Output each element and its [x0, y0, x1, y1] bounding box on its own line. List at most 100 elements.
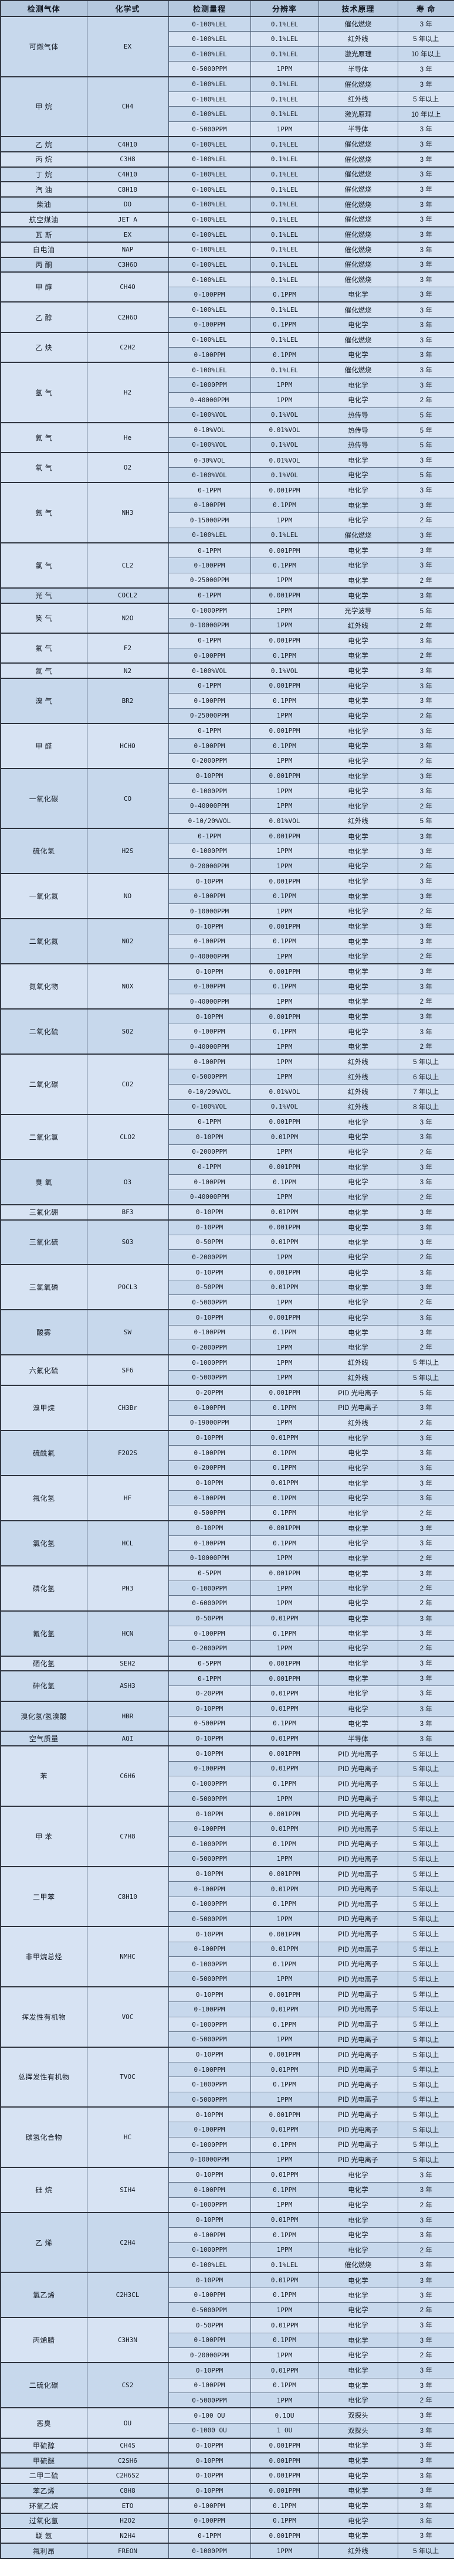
chemical-formula-cell: CLO2 — [86, 1113, 169, 1160]
principle-cell: 电化学 — [318, 1700, 398, 1717]
resolution-cell: 1PPM — [250, 2302, 319, 2318]
resolution-cell: 0.001PPM — [250, 918, 319, 934]
resolution-cell: 1PPM — [250, 2543, 319, 2558]
principle-cell: 电化学 — [318, 1144, 398, 1160]
lifetime-cell: 5 年以上 — [397, 2016, 454, 2032]
range-cell: 0-10PPM — [168, 2437, 251, 2453]
lifetime-cell: 5 年以上 — [397, 2031, 454, 2047]
lifetime-cell: 3 年 — [397, 558, 454, 573]
gas-name-cell: 联 氨 — [0, 2527, 87, 2544]
principle-cell: PID 光电离子 — [318, 1745, 398, 1762]
range-cell: 0-10PPM — [168, 873, 251, 889]
table-row: 0-100PPM 0.01PPM PID 光电离子 5 年以上 — [1, 2122, 454, 2137]
range-cell: 0-25000PPM — [168, 708, 251, 723]
table-row: 0-100%VOL 0.1%VOL 热传导 5 年 — [1, 407, 454, 423]
lifetime-cell: 3 年 — [397, 1670, 454, 1686]
resolution-cell: 0.001PPM — [250, 873, 319, 889]
lifetime-cell: 2 年 — [397, 1580, 454, 1596]
resolution-cell: 0.001PPM — [250, 2106, 319, 2122]
principle-cell: 电化学 — [318, 933, 398, 949]
range-cell: 0-10PPM — [168, 1264, 251, 1280]
range-cell: 0-50PPM — [168, 2317, 251, 2333]
resolution-cell: 1PPM — [250, 377, 319, 393]
principle-cell: PID 光电离子 — [318, 2122, 398, 2137]
lifetime-cell: 5 年以上 — [397, 2122, 454, 2137]
lifetime-cell: 2 年 — [397, 798, 454, 814]
range-cell: 0-10PPM — [168, 1745, 251, 1762]
gas-name-cell: 酸雾 — [0, 1309, 87, 1355]
range-cell: 0-100PPM — [168, 1821, 251, 1837]
table-row: 乙 烯 C2H4 0-10PPM 0.01PPM 电化学 3 年 — [0, 2211, 454, 2273]
range-cell: 0-100PPM — [168, 1445, 251, 1460]
lifetime-cell: 5 年以上 — [397, 2137, 454, 2153]
chemical-formula-cell: COCL2 — [86, 587, 169, 603]
range-cell: 0-10PPM — [168, 1520, 251, 1536]
lifetime-cell: 3 年 — [397, 1610, 454, 1626]
range-cell: 0-100PPM — [168, 2122, 251, 2137]
resolution-cell: 0.1PPM — [250, 1956, 319, 1972]
range-cell: 0-5000PPM — [168, 2302, 251, 2318]
lifetime-cell: 3 年 — [397, 1655, 454, 1671]
lifetime-cell: 3 年 — [397, 1535, 454, 1551]
principle-cell: 电化学 — [318, 1490, 398, 1506]
table-row: 二氧化硫 SO2 0-10PPM 0.001PPM 电化学 3 年 — [0, 1008, 454, 1055]
range-cell: 0-100PPM — [168, 497, 251, 513]
lifetime-cell: 5 年 — [397, 407, 454, 423]
gas-name-cell: 氟利昂 — [0, 2543, 87, 2558]
resolution-cell: 0.001PPM — [250, 1008, 319, 1024]
principle-cell: 电化学 — [318, 1219, 398, 1235]
range-cell: 0-5000PPM — [168, 1851, 251, 1867]
principle-cell: PID 光电离子 — [318, 1384, 398, 1401]
range-cell: 0-40000PPM — [168, 1189, 251, 1205]
table-row: 丙 酮 C3H6O 0-100%LEL 0.1%LEL 催化燃烧 3 年 — [0, 256, 454, 273]
range-cell: 0-100%VOL — [168, 437, 251, 453]
principle-cell: 电化学 — [318, 2467, 398, 2483]
lifetime-cell: 5 年 — [397, 602, 454, 618]
principle-cell: 电化学 — [318, 1264, 398, 1280]
range-cell: 0-100%VOL — [168, 407, 251, 423]
gas-name-cell: 砷化氢 — [0, 1670, 87, 1701]
lifetime-cell: 5 年以上 — [397, 1956, 454, 1972]
resolution-cell: 0.01PPM — [250, 2272, 319, 2288]
table-row: 0-25000PPM 1PPM 电化学 2 年 — [1, 708, 454, 723]
principle-cell: 半导体 — [318, 61, 398, 77]
principle-cell: 电化学 — [318, 287, 398, 303]
lifetime-cell: 2 年 — [397, 392, 454, 408]
lifetime-cell: 3 年 — [397, 1474, 454, 1491]
range-cell: 0-20PPM — [168, 1384, 251, 1401]
chemical-formula-cell: C4H10 — [86, 136, 169, 152]
range-cell: 0-10PPM — [168, 1474, 251, 1491]
resolution-cell: 0.01PPM — [250, 1234, 319, 1250]
resolution-cell: 1PPM — [250, 2197, 319, 2213]
principle-cell: 电化学 — [318, 2211, 398, 2228]
range-cell: 0-100PPM — [168, 1024, 251, 1039]
principle-cell: PID 光电离子 — [318, 1821, 398, 1837]
table-row: 0-50PPM 0.01PPM 电化学 3 年 — [1, 1279, 454, 1295]
range-cell: 0-2000PPM — [168, 753, 251, 769]
principle-cell: 电化学 — [318, 1474, 398, 1491]
gas-name-cell: 环氧乙烷 — [0, 2497, 87, 2513]
chemical-formula-cell: C2H2 — [86, 331, 169, 363]
table-row: 三氟化硼 BF3 0-10PPM 0.01PPM 电化学 3 年 — [0, 1204, 454, 1220]
principle-cell: 红外线 — [318, 1053, 398, 1069]
table-row: 过氧化氢 H2O2 0-100PPM 0.1PPM 电化学 3 年 — [0, 2512, 454, 2529]
lifetime-cell: 3 年 — [397, 527, 454, 543]
table-row: 0-5000PPM 1PPM PID 光电离子 5 年以上 — [1, 2031, 454, 2047]
table-row: 二氧化氮 NO2 0-10PPM 0.001PPM 电化学 3 年 — [0, 918, 454, 964]
lifetime-cell: 2 年 — [397, 994, 454, 1010]
lifetime-cell: 7 年以上 — [397, 1084, 454, 1100]
table-row: 0-5000PPM 1PPM PID 光电离子 5 年以上 — [1, 2092, 454, 2108]
range-cell: 0-1000PPM — [168, 1956, 251, 1972]
lifetime-cell: 3 年 — [397, 61, 454, 77]
table-row: 氟化氢 HF 0-10PPM 0.01PPM 电化学 3 年 — [0, 1474, 454, 1521]
lifetime-cell: 2 年 — [397, 1039, 454, 1055]
gas-name-cell: 氮 气 — [0, 662, 87, 678]
gas-name-cell: 恶臭 — [0, 2407, 87, 2438]
lifetime-cell: 3 年 — [397, 226, 454, 242]
gas-name-cell: 汽 油 — [0, 181, 87, 197]
table-row: 0-100%LEL 0.1%LEL 催化燃烧 3 年 — [1, 2257, 454, 2273]
table-row: 0-5000PPM 1PPM PID 光电离子 5 年以上 — [1, 1790, 454, 1807]
principle-cell: 半导体 — [318, 1730, 398, 1746]
lifetime-cell: 5 年以上 — [397, 1926, 454, 1942]
resolution-cell: 0.1PPM — [250, 2227, 319, 2243]
